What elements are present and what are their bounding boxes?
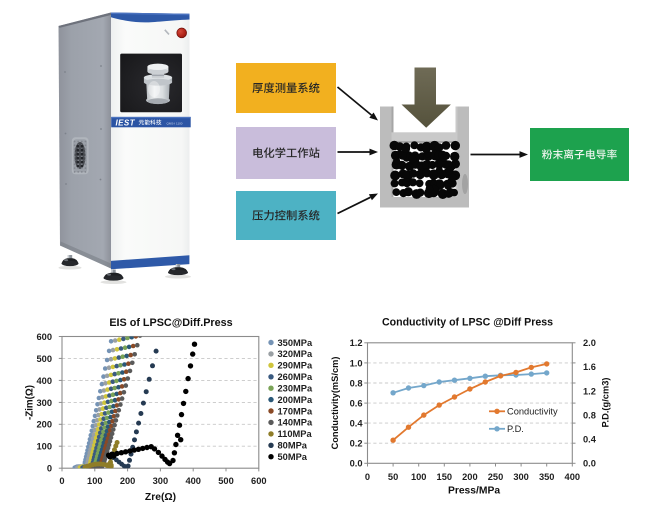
svg-text:0.8: 0.8 (350, 378, 363, 388)
svg-text:P.D.: P.D. (507, 424, 524, 434)
svg-text:50: 50 (388, 472, 398, 482)
svg-text:100: 100 (87, 476, 103, 486)
svg-text:100: 100 (36, 442, 52, 452)
svg-text:150: 150 (437, 472, 453, 482)
svg-text:2.0: 2.0 (583, 338, 596, 348)
svg-text:200: 200 (462, 472, 478, 482)
svg-text:320MPa: 320MPa (278, 349, 313, 359)
svg-text:Conductivity(mS/cm): Conductivity(mS/cm) (330, 357, 340, 450)
svg-text:0.6: 0.6 (350, 398, 363, 408)
svg-text:0: 0 (47, 464, 52, 474)
svg-text:400: 400 (36, 376, 52, 386)
svg-text:Zre(Ω): Zre(Ω) (145, 492, 176, 503)
svg-text:200: 200 (36, 420, 52, 430)
svg-text:1.6: 1.6 (583, 362, 596, 372)
svg-text:170MPa: 170MPa (278, 406, 313, 416)
svg-text:80MPa: 80MPa (278, 441, 308, 451)
svg-text:200: 200 (120, 476, 136, 486)
svg-text:-Zim(Ω): -Zim(Ω) (25, 385, 36, 420)
svg-text:1.2: 1.2 (583, 386, 596, 396)
svg-text:EIS of LPSC@Diff.Press: EIS of LPSC@Diff.Press (109, 317, 232, 329)
svg-text:350: 350 (539, 472, 555, 482)
svg-text:300: 300 (153, 476, 169, 486)
svg-text:0: 0 (59, 476, 64, 486)
svg-text:IEST: IEST (116, 118, 136, 127)
svg-text:1.2: 1.2 (350, 338, 363, 348)
svg-text:0.4: 0.4 (350, 419, 364, 429)
svg-text:250: 250 (488, 472, 504, 482)
svg-text:P.D.(g/cm3): P.D.(g/cm3) (601, 378, 611, 428)
svg-text:200MPa: 200MPa (278, 395, 313, 405)
svg-text:260MPa: 260MPa (278, 372, 313, 382)
svg-text:500: 500 (218, 476, 234, 486)
svg-text:400: 400 (565, 472, 581, 482)
svg-text:290MPa: 290MPa (278, 361, 313, 371)
svg-text:350MPa: 350MPa (278, 338, 313, 348)
svg-text:Conductivity: Conductivity (507, 407, 558, 417)
svg-text:300: 300 (36, 398, 52, 408)
svg-text:Conductivity of LPSC @Diff Pre: Conductivity of LPSC @Diff Press (382, 317, 553, 329)
svg-text:QMS-I 1100: QMS-I 1100 (167, 122, 183, 126)
svg-text:0.8: 0.8 (583, 410, 596, 420)
svg-text:100: 100 (411, 472, 427, 482)
svg-text:0.0: 0.0 (583, 459, 596, 469)
svg-text:1.0: 1.0 (350, 358, 363, 368)
svg-text:110MPa: 110MPa (278, 429, 313, 439)
svg-text:0.4: 0.4 (583, 435, 597, 445)
svg-text:230MPa: 230MPa (278, 384, 313, 394)
svg-text:0.2: 0.2 (350, 439, 363, 449)
svg-text:300: 300 (513, 472, 529, 482)
svg-text:600: 600 (251, 476, 267, 486)
svg-text:0.0: 0.0 (350, 459, 363, 469)
svg-text:400: 400 (185, 476, 201, 486)
svg-text:50MPa: 50MPa (278, 452, 308, 462)
svg-text:0: 0 (365, 472, 370, 482)
svg-text:600: 600 (36, 332, 52, 342)
svg-text:140MPa: 140MPa (278, 418, 313, 428)
svg-text:500: 500 (36, 354, 52, 364)
svg-text:Press/MPa: Press/MPa (448, 486, 500, 497)
